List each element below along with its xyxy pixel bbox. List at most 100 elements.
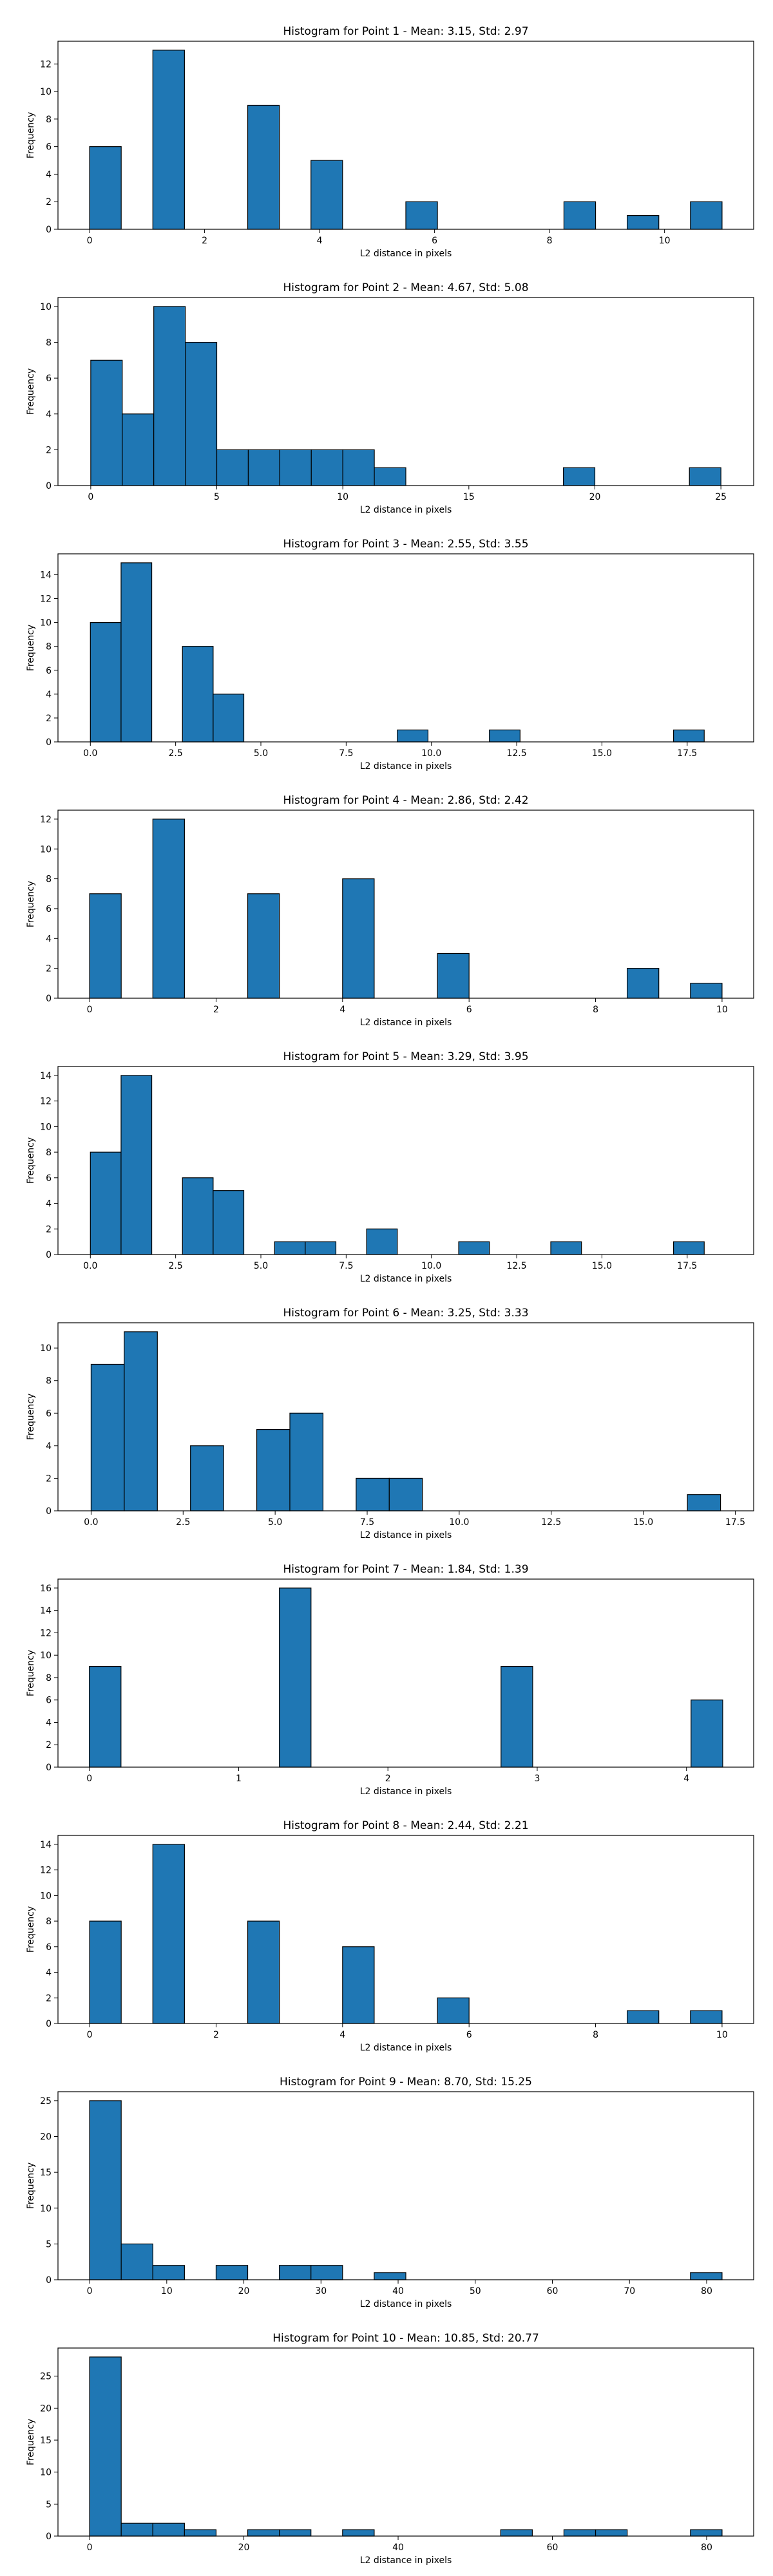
- y-tick-label: 4: [46, 1968, 52, 1978]
- histogram-bars: [89, 2356, 723, 2537]
- x-tick-label: 0: [87, 1005, 93, 1015]
- x-tick-label: 20: [238, 2286, 250, 2297]
- x-tick-label: 30: [315, 2286, 327, 2297]
- x-axis-label: L2 distance in pixels: [360, 1018, 452, 1028]
- chart-title: Histogram for Point 1 - Mean: 3.15, Std:…: [283, 25, 528, 38]
- y-tick-label: 12: [40, 1097, 52, 1107]
- histogram-bar: [366, 1228, 398, 1255]
- x-axis-label: L2 distance in pixels: [360, 249, 452, 259]
- histogram-bar: [152, 2523, 185, 2537]
- x-tick-label: 0: [86, 1774, 92, 1784]
- x-tick-label: 8: [593, 1005, 598, 1015]
- histogram-bar: [120, 1075, 153, 1255]
- y-tick-label: 2: [46, 1473, 52, 1484]
- x-tick-label: 2.5: [169, 748, 183, 759]
- y-axis-label: Frequency: [26, 1650, 36, 1696]
- histogram-bar: [500, 2529, 533, 2537]
- x-tick-label: 0.0: [84, 1517, 98, 1528]
- y-tick-label: 4: [46, 934, 52, 944]
- y-tick-label: 12: [40, 815, 52, 825]
- x-axis-label: L2 distance in pixels: [360, 2555, 452, 2566]
- y-tick-label: 14: [40, 1606, 52, 1616]
- x-tick-label: 20: [589, 492, 601, 502]
- histogram-bar: [437, 952, 470, 999]
- y-tick-label: 10: [40, 302, 52, 312]
- y-tick-label: 14: [40, 570, 52, 580]
- x-axis-label: L2 distance in pixels: [360, 2043, 452, 2053]
- x-tick-label: 0: [87, 236, 93, 246]
- y-tick-label: 5: [46, 2239, 52, 2249]
- histogram-bar: [122, 413, 155, 486]
- x-tick-label: 2: [202, 236, 207, 246]
- y-tick-label: 8: [46, 1148, 52, 1158]
- histogram-bar: [89, 2100, 122, 2280]
- plot-frame: [57, 41, 754, 230]
- y-tick-label: 25: [40, 2096, 52, 2107]
- histogram-bar: [550, 1241, 582, 1255]
- y-tick-label: 4: [46, 690, 52, 700]
- x-tick-label: 2.5: [176, 1517, 190, 1528]
- histogram-bar: [184, 2529, 217, 2537]
- y-axis-label: Frequency: [26, 1394, 36, 1440]
- y-tick-label: 10: [40, 1891, 52, 1901]
- x-tick-label: 25: [715, 492, 727, 502]
- x-tick-label: 8: [593, 2030, 598, 2040]
- y-tick-label: 2: [46, 445, 52, 455]
- y-tick-label: 6: [46, 374, 52, 384]
- y-tick-label: 2: [46, 1993, 52, 2003]
- y-tick-label: 0: [46, 737, 52, 748]
- x-tick-label: 10.0: [449, 1517, 469, 1528]
- histogram-bar: [687, 1494, 721, 1511]
- x-tick-label: 5.0: [254, 1261, 268, 1271]
- y-tick-label: 20: [40, 2132, 52, 2143]
- histogram-panel-10: Histogram for Point 10 - Mean: 10.85, St…: [26, 2332, 754, 2566]
- y-tick-label: 0: [46, 2275, 52, 2286]
- histogram-bars: [89, 1844, 723, 2024]
- histogram-bar: [689, 467, 721, 486]
- x-tick-label: 3: [534, 1774, 540, 1784]
- x-tick-label: 15: [463, 492, 475, 502]
- x-tick-label: 17.5: [677, 1261, 697, 1271]
- histogram-bar: [342, 878, 375, 999]
- y-tick-label: 6: [46, 1173, 52, 1184]
- y-tick-label: 15: [40, 2168, 52, 2178]
- y-tick-label: 2: [46, 964, 52, 974]
- plot-frame: [57, 2091, 754, 2280]
- histogram-bar: [279, 2265, 312, 2280]
- histogram-bar: [627, 2010, 660, 2024]
- x-tick-label: 0.0: [83, 1261, 97, 1271]
- histogram-bar: [89, 1665, 122, 1768]
- x-tick-label: 12.5: [506, 1261, 526, 1271]
- histogram-bar: [356, 1477, 390, 1511]
- x-tick-label: 0: [87, 2286, 93, 2297]
- y-tick-label: 5: [46, 2499, 52, 2510]
- chart-title: Histogram for Point 8 - Mean: 2.44, Std:…: [283, 1819, 528, 1832]
- histogram-bar: [153, 306, 186, 486]
- y-tick-label: 8: [46, 338, 52, 348]
- histogram-bar: [690, 2010, 723, 2024]
- histogram-bar: [690, 201, 723, 230]
- histogram-bar: [185, 341, 218, 486]
- histogram-bars: [89, 819, 723, 999]
- histogram-bar: [247, 2529, 280, 2537]
- histogram-bar: [673, 729, 705, 743]
- y-tick-label: 0: [46, 1250, 52, 1260]
- plot-frame: [57, 1066, 754, 1255]
- x-tick-label: 8: [547, 236, 553, 246]
- histogram-panel-6: Histogram for Point 6 - Mean: 3.25, Std:…: [26, 1307, 754, 1540]
- x-tick-label: 1: [236, 1774, 242, 1784]
- histogram-bar: [691, 1700, 723, 1768]
- x-tick-label: 6: [466, 2030, 472, 2040]
- y-tick-label: 14: [40, 1840, 52, 1850]
- histogram-bars: [90, 1075, 705, 1255]
- histogram-bar: [279, 1587, 312, 1768]
- histogram-bar: [89, 893, 122, 999]
- histogram-bar: [256, 1428, 291, 1511]
- y-axis-label: Frequency: [26, 112, 36, 158]
- x-tick-label: 10: [716, 2030, 728, 2040]
- y-tick-label: 4: [46, 1441, 52, 1452]
- y-tick-label: 6: [46, 142, 52, 153]
- y-tick-label: 2: [46, 714, 52, 724]
- histogram-bar: [690, 2529, 723, 2537]
